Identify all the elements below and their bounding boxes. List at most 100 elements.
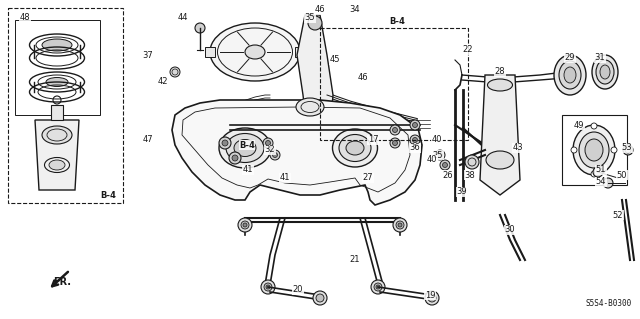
Circle shape [371,280,385,294]
Text: 34: 34 [349,5,360,14]
Circle shape [273,152,278,158]
Circle shape [393,218,407,232]
Ellipse shape [564,67,576,83]
Text: 21: 21 [349,256,360,264]
Ellipse shape [219,128,271,168]
Circle shape [413,137,417,143]
Ellipse shape [49,160,65,170]
Text: 46: 46 [315,5,325,14]
Circle shape [170,67,180,77]
Circle shape [442,162,447,167]
Ellipse shape [245,45,265,59]
Text: 30: 30 [505,226,515,234]
Polygon shape [172,100,422,205]
Text: 31: 31 [595,54,605,63]
Text: 17: 17 [368,136,378,145]
Text: 35: 35 [305,13,316,23]
Text: B-4: B-4 [389,18,405,26]
Polygon shape [297,15,333,145]
Text: 20: 20 [292,286,303,294]
Bar [295,47,305,57]
Ellipse shape [333,129,378,167]
Circle shape [263,138,273,148]
Text: 22: 22 [463,46,473,55]
Ellipse shape [596,60,614,84]
Bar [15,20,100,115]
Text: 40: 40 [427,155,437,165]
Circle shape [603,178,613,188]
Ellipse shape [573,125,615,175]
Text: 39: 39 [457,188,467,197]
Circle shape [374,283,382,291]
Circle shape [266,285,270,289]
Circle shape [438,152,442,158]
Text: 43: 43 [513,144,524,152]
Circle shape [261,280,275,294]
Ellipse shape [210,23,300,81]
Circle shape [410,120,420,130]
Bar [562,115,627,185]
Circle shape [440,160,450,170]
Polygon shape [480,75,520,195]
Ellipse shape [554,55,586,95]
Circle shape [591,171,597,177]
Circle shape [392,140,397,145]
Circle shape [313,291,327,305]
Circle shape [238,218,252,232]
Circle shape [623,145,633,155]
Ellipse shape [585,139,603,161]
Text: FR.: FR. [53,277,71,287]
Circle shape [413,122,417,128]
Circle shape [390,138,400,148]
Ellipse shape [42,39,72,51]
Text: S5S4-B0300: S5S4-B0300 [586,299,632,308]
Polygon shape [35,120,79,190]
Circle shape [390,125,400,135]
Text: 40: 40 [432,136,442,145]
Circle shape [264,283,272,291]
Circle shape [425,291,439,305]
Circle shape [241,221,249,229]
Text: 37: 37 [143,50,154,60]
Circle shape [229,152,241,164]
Text: 51: 51 [596,166,606,174]
Text: 49: 49 [573,121,584,130]
Bar [51,105,63,120]
Text: 27: 27 [363,174,373,182]
Circle shape [232,155,238,161]
Text: 44: 44 [178,13,188,23]
Text: 28: 28 [495,68,506,77]
Text: 53: 53 [621,144,632,152]
Ellipse shape [559,61,581,89]
Text: 36: 36 [410,144,420,152]
Circle shape [308,16,322,30]
Text: 52: 52 [612,211,623,219]
Circle shape [219,137,231,149]
Ellipse shape [226,133,264,162]
Ellipse shape [600,65,610,79]
Text: 54: 54 [596,177,606,187]
Circle shape [266,140,271,145]
Circle shape [428,294,436,302]
Circle shape [396,221,404,229]
Ellipse shape [486,151,514,169]
Text: 50: 50 [617,170,627,180]
Text: B-4: B-4 [239,140,255,150]
Ellipse shape [339,135,371,161]
Bar [320,28,468,140]
Ellipse shape [234,139,256,157]
Text: 41: 41 [243,166,253,174]
Text: 46: 46 [358,73,368,83]
Circle shape [571,147,577,153]
Text: 47: 47 [143,136,154,145]
Circle shape [398,223,402,227]
Circle shape [611,147,617,153]
Ellipse shape [46,78,68,86]
Circle shape [465,155,479,169]
Text: 25: 25 [433,151,444,160]
Circle shape [435,150,445,160]
Text: 42: 42 [157,78,168,86]
Bar [205,47,215,57]
Circle shape [593,167,603,177]
Circle shape [591,123,597,129]
